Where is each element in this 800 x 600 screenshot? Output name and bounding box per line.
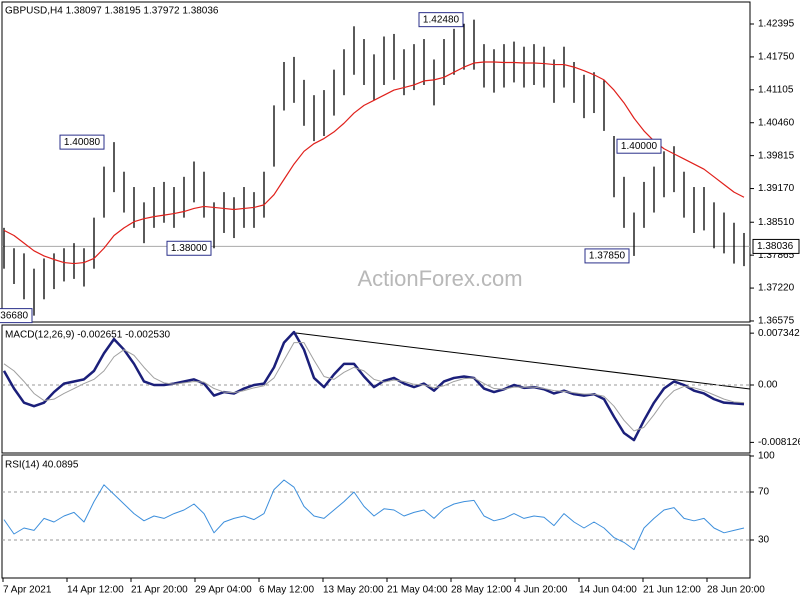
x-tick-label: 14 Jun 04:00	[579, 585, 637, 596]
annotation-box	[166, 240, 212, 256]
annotation-box	[0, 308, 33, 324]
x-tick-label: 21 May 04:00	[387, 585, 448, 596]
x-tick-label: 6 May 12:00	[259, 585, 314, 596]
annotation-label: 1.40000	[621, 141, 658, 152]
annotation-label: 1.36680	[0, 310, 29, 321]
price-frame	[1, 1, 751, 323]
x-tick-label: 21 Apr 20:00	[131, 585, 188, 596]
y-tick-label: 1.41105	[758, 84, 794, 95]
x-tick-label: 7 Apr 2021	[3, 585, 52, 596]
annotation-box	[418, 12, 464, 28]
watermark: ActionForex.com	[357, 266, 522, 291]
annotation-label: 1.37850	[589, 251, 626, 262]
x-tick-label: 29 Apr 04:00	[195, 585, 252, 596]
indicator-line	[3, 479, 745, 551]
y-tick-label: 100	[758, 451, 775, 462]
annotation-label: 1.40080	[64, 137, 101, 148]
x-tick-label: 13 May 20:00	[323, 585, 384, 596]
x-tick-label: 14 Apr 12:00	[67, 585, 124, 596]
annotation-label: 1.38000	[171, 243, 208, 254]
x-tick-label: 28 Jun 20:00	[707, 585, 765, 596]
y-tick-label: 1.37220	[758, 283, 795, 294]
last-price-box	[752, 238, 800, 254]
annotation-label: 1.42480	[423, 14, 460, 25]
y-tick-label: 30	[758, 535, 770, 546]
y-tick-label: 1.41750	[758, 52, 795, 63]
annotation-box	[584, 248, 630, 264]
indicator-line	[3, 342, 745, 432]
y-tick-label: 1.39815	[758, 150, 795, 161]
trend-line	[295, 332, 751, 390]
y-tick-label: 1.38510	[758, 217, 795, 228]
last-price-label: 1.38036	[757, 241, 794, 252]
y-tick-label: -0.008126	[758, 437, 800, 448]
rsi-frame	[1, 454, 751, 579]
panel-title: RSI(14) 40.0895	[5, 460, 79, 471]
y-tick-label: 1.36575	[758, 316, 795, 327]
x-tick-label: 28 May 12:00	[451, 585, 512, 596]
y-tick-label: 1.37865	[758, 250, 795, 261]
panel-title: MACD(12,26,9) -0.002651 -0.002530	[5, 330, 171, 341]
y-tick-label: 1.42395	[758, 19, 795, 30]
moving-average	[3, 61, 745, 265]
y-tick-label: 0.00	[758, 380, 778, 391]
indicator-line	[2, 330, 745, 442]
y-tick-label: 1.39170	[758, 183, 795, 194]
y-tick-label: 0.007342	[758, 328, 800, 339]
x-tick-label: 4 Jun 20:00	[515, 585, 568, 596]
annotation-box	[59, 134, 105, 150]
y-tick-label: 70	[758, 487, 770, 498]
annotation-box	[616, 138, 662, 154]
panel-title: GBPUSD,H4 1.38097 1.38195 1.37972 1.3803…	[5, 6, 219, 17]
y-tick-label: 1.40460	[758, 117, 795, 128]
x-tick-label: 21 Jun 12:00	[643, 585, 701, 596]
